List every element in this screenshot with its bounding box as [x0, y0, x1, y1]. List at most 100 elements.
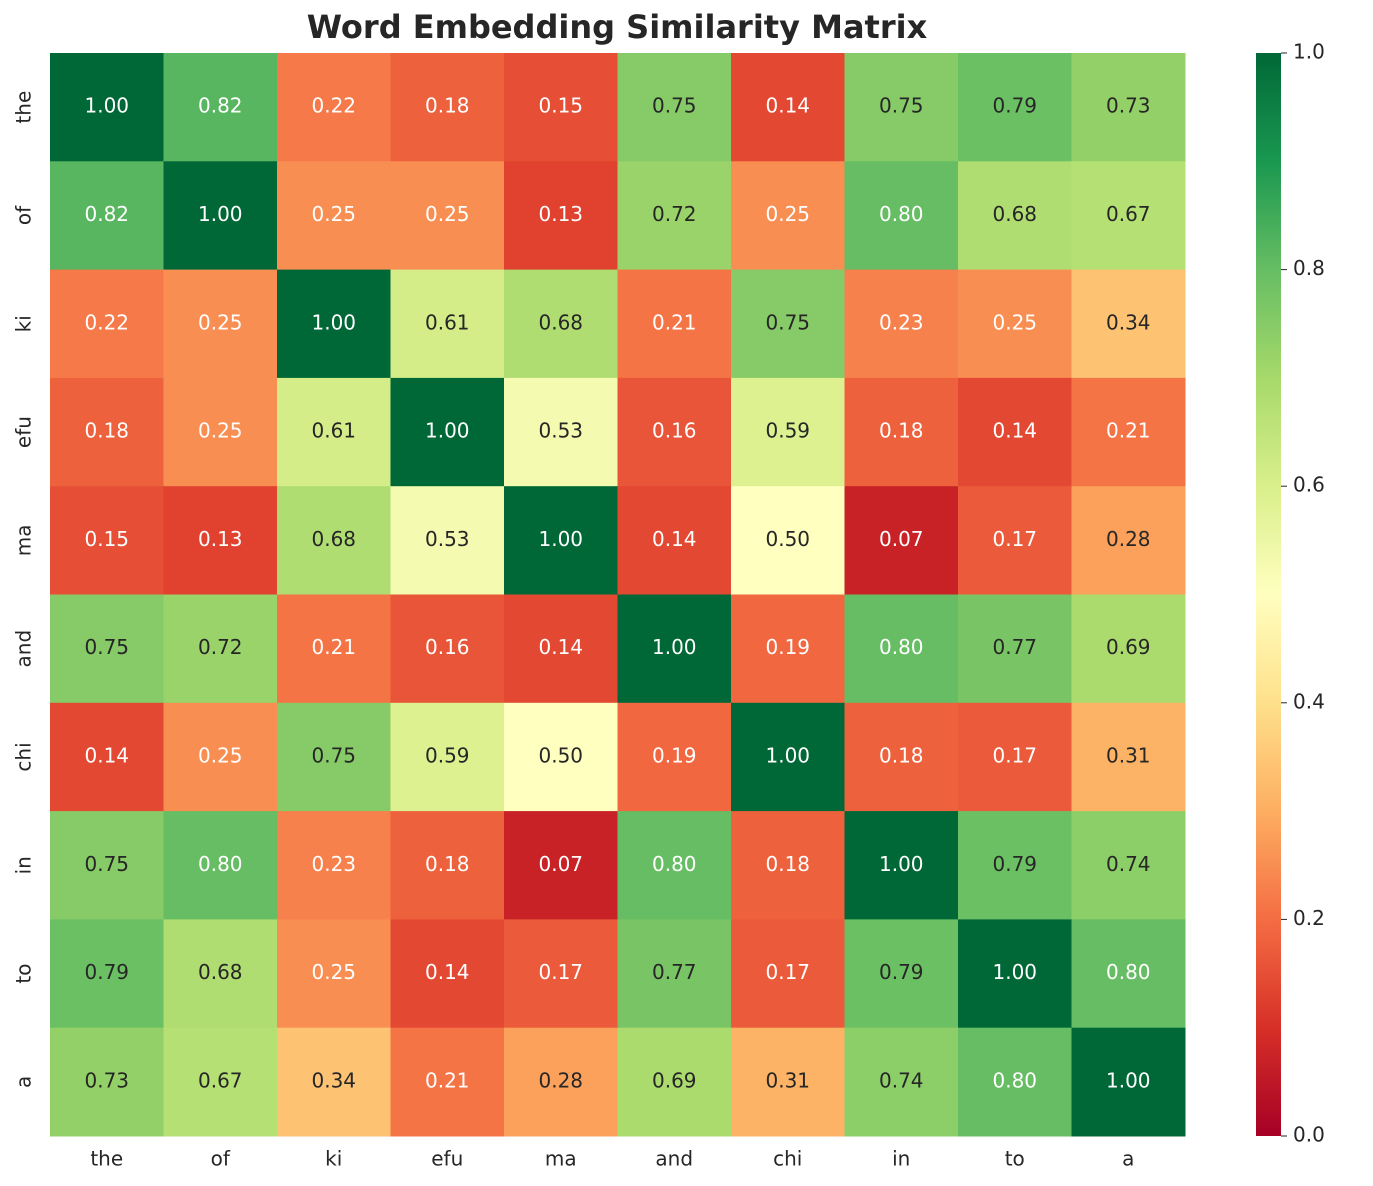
- cell-label: 0.21: [1106, 419, 1151, 443]
- cell-label: 1.00: [1106, 1068, 1151, 1092]
- heatmap-cell: [163, 486, 278, 595]
- heatmap-cell: [504, 161, 618, 271]
- heatmap-cell: [844, 919, 959, 1029]
- heatmap-cell: [958, 702, 1072, 812]
- heatmap-cell: [958, 486, 1072, 595]
- heatmap-cell: [504, 377, 618, 487]
- heatmap-cell: [958, 594, 1072, 704]
- cell-label: 0.21: [652, 310, 697, 334]
- heatmap-cell: [958, 919, 1072, 1029]
- heatmap-cell: [277, 269, 391, 379]
- heatmap-cell: [504, 269, 618, 379]
- heatmap-cell: [50, 1027, 164, 1137]
- y-tick-label: in: [12, 856, 36, 874]
- cell-label: 0.18: [425, 94, 470, 118]
- cell-label: 1.00: [538, 527, 583, 551]
- heatmap-cell: [390, 594, 505, 704]
- cell-label: 0.18: [84, 419, 129, 443]
- cell-label: 0.82: [84, 202, 129, 226]
- cell-label: 0.75: [84, 635, 129, 659]
- cell-label: 0.53: [538, 419, 583, 443]
- x-tick-label: of: [211, 1147, 231, 1171]
- x-tick-label: ki: [325, 1147, 342, 1171]
- x-tick-label: in: [892, 1147, 910, 1171]
- cell-label: 0.75: [879, 94, 924, 118]
- x-tick-label: efu: [431, 1147, 463, 1171]
- cell-label: 0.23: [311, 852, 356, 876]
- cell-label: 0.23: [879, 310, 924, 334]
- cell-label: 0.50: [538, 743, 583, 767]
- cell-label: 0.14: [425, 960, 470, 984]
- heatmap-cell: [277, 919, 391, 1029]
- cell-label: 0.25: [198, 310, 243, 334]
- heatmap-cell: [277, 811, 391, 920]
- cell-label: 0.25: [992, 310, 1037, 334]
- heatmap-cell: [958, 269, 1072, 379]
- cell-label: 0.67: [1106, 202, 1151, 226]
- cell-label: 0.75: [311, 743, 356, 767]
- heatmap-cell: [163, 702, 278, 812]
- cell-label: 0.25: [311, 202, 356, 226]
- cell-label: 0.28: [538, 1068, 583, 1092]
- heatmap-cell: [50, 377, 164, 487]
- heatmap-cell: [50, 161, 164, 271]
- heatmap-cell: [390, 486, 505, 595]
- cell-label: 0.59: [425, 743, 470, 767]
- cell-label: 0.68: [198, 960, 243, 984]
- heatmap-cell: [844, 53, 959, 162]
- cell-label: 0.28: [1106, 527, 1151, 551]
- y-tick-label: and: [12, 630, 36, 668]
- heatmap-cell: [390, 811, 505, 920]
- heatmap-cell: [390, 377, 505, 487]
- heatmap-cell: [617, 594, 732, 704]
- heatmap-cell: [731, 161, 845, 271]
- cell-label: 0.67: [198, 1068, 243, 1092]
- cell-label: 1.00: [765, 743, 810, 767]
- y-tick-label: ma: [12, 524, 36, 556]
- heatmap-cell: [1071, 702, 1186, 812]
- heatmap-cell: [504, 53, 618, 162]
- cell-label: 0.14: [652, 527, 697, 551]
- heatmap-cell: [50, 594, 164, 704]
- heatmap-cell: [1071, 53, 1186, 162]
- cell-label: 1.00: [879, 852, 924, 876]
- heatmap-cell: [390, 1027, 505, 1137]
- cell-label: 0.25: [198, 743, 243, 767]
- heatmap-cell: [163, 161, 278, 271]
- heatmap-cell: [731, 702, 845, 812]
- cell-label: 0.14: [84, 743, 129, 767]
- cell-label: 0.82: [198, 94, 243, 118]
- cell-label: 0.25: [198, 419, 243, 443]
- heatmap-cell: [958, 1027, 1072, 1137]
- cell-label: 1.00: [198, 202, 243, 226]
- y-tick-label: efu: [12, 416, 36, 448]
- heatmap-cell: [504, 811, 618, 920]
- cell-label: 0.25: [425, 202, 470, 226]
- cell-label: 0.31: [1106, 743, 1151, 767]
- heatmap-cell: [731, 811, 845, 920]
- cell-label: 0.07: [879, 527, 924, 551]
- heatmap-cell: [390, 269, 505, 379]
- y-tick-label: ki: [12, 315, 36, 332]
- heatmap-cell: [504, 594, 618, 704]
- cell-label: 0.18: [879, 419, 924, 443]
- cell-label: 0.17: [765, 960, 810, 984]
- heatmap-cell: [50, 269, 164, 379]
- cell-label: 0.14: [765, 94, 810, 118]
- heatmap-cell: [731, 594, 845, 704]
- heatmap-cell: [617, 811, 732, 920]
- cell-label: 1.00: [311, 310, 356, 334]
- heatmap-cell: [617, 702, 732, 812]
- cell-label: 0.18: [425, 852, 470, 876]
- cell-label: 0.34: [1106, 310, 1151, 334]
- heatmap-cell: [617, 1027, 732, 1137]
- heatmap-cell: [731, 919, 845, 1029]
- cell-label: 1.00: [425, 419, 470, 443]
- heatmap-cell: [50, 702, 164, 812]
- heatmap-cell: [1071, 269, 1186, 379]
- x-tick-label: chi: [773, 1147, 802, 1171]
- heatmap-cell: [277, 161, 391, 271]
- heatmap-cell: [50, 486, 164, 595]
- cell-label: 0.18: [765, 852, 810, 876]
- x-tick-label: the: [90, 1147, 123, 1171]
